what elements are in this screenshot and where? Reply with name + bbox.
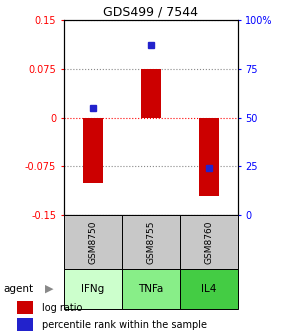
- Bar: [17, 301, 33, 314]
- Text: percentile rank within the sample: percentile rank within the sample: [41, 320, 206, 330]
- Text: log ratio: log ratio: [41, 303, 82, 313]
- Text: IL4: IL4: [201, 284, 217, 294]
- Bar: [17, 318, 33, 331]
- Text: TNFa: TNFa: [138, 284, 164, 294]
- Bar: [141, 69, 161, 118]
- Bar: [199, 118, 219, 196]
- Bar: [122, 269, 180, 309]
- Bar: [180, 215, 238, 269]
- Bar: [64, 215, 122, 269]
- Text: GSM8750: GSM8750: [88, 220, 97, 264]
- Bar: [180, 269, 238, 309]
- Title: GDS499 / 7544: GDS499 / 7544: [103, 6, 198, 19]
- Text: agent: agent: [3, 284, 33, 294]
- Text: GSM8755: GSM8755: [146, 220, 155, 264]
- Text: IFNg: IFNg: [81, 284, 104, 294]
- Bar: [83, 118, 103, 182]
- Text: GSM8760: GSM8760: [204, 220, 213, 264]
- Bar: [122, 215, 180, 269]
- Bar: [64, 269, 122, 309]
- Text: ▶: ▶: [45, 284, 53, 294]
